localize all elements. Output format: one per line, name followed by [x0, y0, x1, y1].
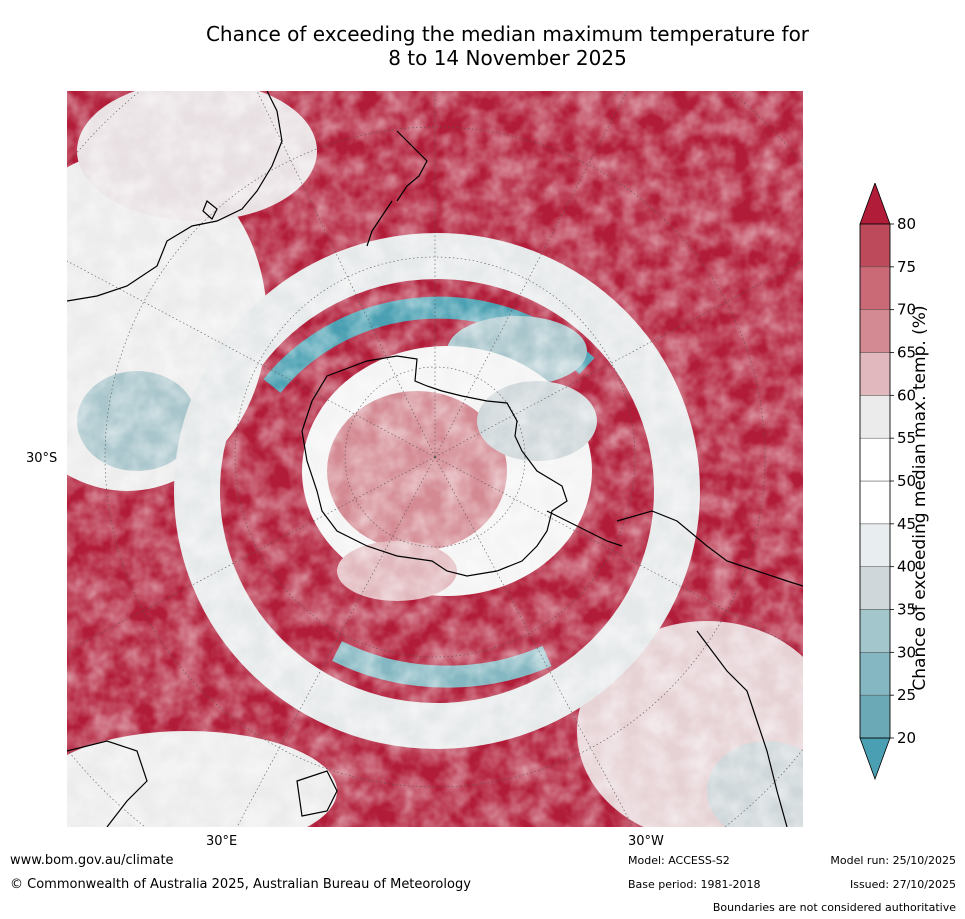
map-title: Chance of exceeding the median maximum t…	[80, 22, 935, 70]
antarctica-coastline	[301, 355, 568, 577]
colorbar-segment	[859, 437, 891, 482]
colorbar-tick-label: 40	[897, 558, 916, 576]
colorbar-segment	[859, 609, 891, 653]
colorbar-over-arrow	[859, 181, 891, 225]
colorbar-tick-label: 25	[897, 686, 916, 704]
colorbar-segment	[859, 395, 891, 439]
colorbar-tick-label: 50	[897, 472, 916, 490]
colorbar-under-arrow	[859, 737, 891, 781]
colorbar-label: Chance of exceeding median max. temp. (%…	[910, 305, 930, 691]
australia-coastline	[67, 91, 283, 302]
colorbar-segment	[859, 694, 891, 739]
longitude-label-30e: 30°E	[206, 834, 238, 849]
colorbar-segment	[859, 223, 891, 268]
colorbar-tick-label: 30	[897, 643, 916, 661]
title-line-2: 8 to 14 November 2025	[388, 46, 627, 70]
tasmania	[202, 200, 218, 220]
colorbar-svg: 20 25 30 35 40 45 50 55 60 65 70 75 80	[859, 181, 916, 781]
south-america-east	[696, 630, 788, 827]
latitude-label-30s: 30°S	[26, 451, 58, 466]
madagascar	[296, 770, 338, 817]
colorbar-tick-label: 45	[897, 515, 916, 533]
footer-base-period: Base period: 1981-2018	[628, 878, 761, 891]
footer-issued: Issued: 27/10/2025	[849, 878, 956, 891]
colorbar-tick-label: 80	[897, 215, 916, 233]
colorbar-tick-label: 65	[897, 344, 916, 362]
colorbar-segment	[859, 652, 891, 696]
antarctic-peninsula	[546, 510, 623, 547]
colorbar-segment	[859, 309, 891, 353]
colorbar-segment	[859, 266, 891, 310]
colorbar: 20 25 30 35 40 45 50 55 60 65 70 75 80	[857, 181, 957, 783]
footer-model: Model: ACCESS-S2	[628, 854, 730, 867]
africa-coastline	[67, 740, 148, 827]
colorbar-segment	[859, 352, 891, 396]
probability-map	[67, 91, 803, 827]
colorbar-tick-label: 75	[897, 258, 916, 276]
longitude-label-30w: 30°W	[628, 834, 664, 849]
footer-disclaimer: Boundaries are not considered authoritat…	[712, 901, 956, 914]
colorbar-tick-label: 35	[897, 601, 916, 619]
footer-url: www.bom.gov.au/climate	[10, 853, 174, 868]
colorbar-segment	[859, 566, 891, 610]
footer-model-run: Model run: 25/10/2025	[830, 854, 956, 867]
new-zealand-south	[366, 200, 393, 247]
mottle-texture	[67, 91, 803, 827]
map-canvas	[67, 91, 803, 827]
footer-copyright: © Commonwealth of Australia 2025, Austra…	[10, 877, 471, 892]
new-zealand-north	[396, 130, 428, 202]
colorbar-tick-label: 70	[897, 301, 916, 319]
colorbar-tick-label: 55	[897, 429, 916, 447]
colorbar-tick-label: 60	[897, 386, 916, 404]
colorbar-segment	[859, 480, 891, 525]
south-america-coastline	[616, 510, 803, 587]
colorbar-tick-label: 20	[897, 729, 916, 747]
graticule	[67, 91, 803, 827]
coastlines	[67, 91, 803, 827]
title-line-1: Chance of exceeding the median maximum t…	[205, 22, 810, 46]
colorbar-segment	[859, 523, 891, 567]
